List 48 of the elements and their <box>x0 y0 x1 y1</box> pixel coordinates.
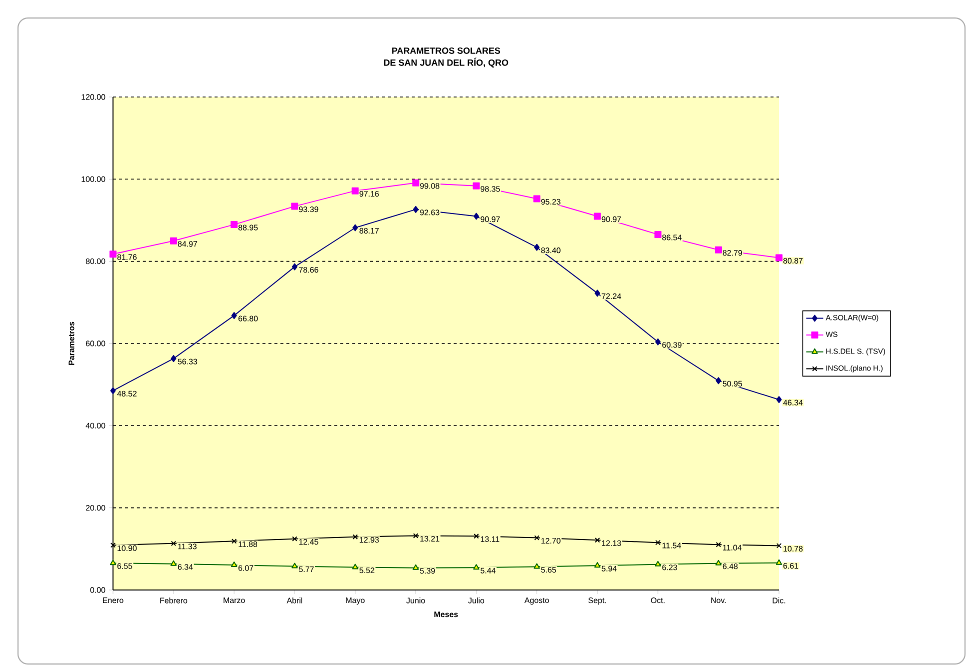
point <box>292 263 298 270</box>
point <box>352 534 358 540</box>
point <box>594 212 601 220</box>
point <box>412 206 418 213</box>
point <box>170 540 176 546</box>
point <box>170 355 176 362</box>
point <box>110 387 116 394</box>
point <box>655 540 661 546</box>
point <box>170 237 178 244</box>
point <box>534 535 540 540</box>
point <box>412 179 420 186</box>
point <box>776 559 782 565</box>
point <box>716 542 722 548</box>
point <box>292 562 298 568</box>
chart-title: PARAMETROS SOLARES <box>392 48 500 54</box>
point <box>594 290 600 297</box>
point <box>473 564 480 570</box>
point <box>655 338 661 346</box>
point <box>533 195 540 202</box>
point <box>534 244 540 251</box>
point <box>110 542 116 548</box>
point <box>231 312 237 320</box>
point <box>231 562 238 568</box>
point <box>472 182 480 190</box>
point <box>170 560 177 566</box>
point <box>352 564 358 570</box>
point <box>291 202 298 210</box>
point <box>413 533 418 538</box>
point <box>231 538 237 544</box>
point <box>714 246 722 254</box>
chart-subtitle: DE SAN JUAN DEL RÍO, QRO <box>384 58 508 68</box>
point <box>654 230 662 238</box>
point <box>776 254 783 262</box>
point <box>716 377 722 384</box>
point <box>534 563 540 569</box>
point <box>474 212 480 220</box>
point <box>594 538 600 543</box>
point <box>715 560 722 566</box>
point <box>230 221 238 228</box>
point <box>110 250 117 258</box>
point <box>654 560 662 566</box>
point <box>474 534 479 539</box>
point <box>292 536 298 542</box>
point <box>412 564 419 570</box>
point <box>352 187 359 194</box>
point <box>352 224 358 232</box>
point <box>776 396 782 404</box>
point <box>594 562 600 568</box>
